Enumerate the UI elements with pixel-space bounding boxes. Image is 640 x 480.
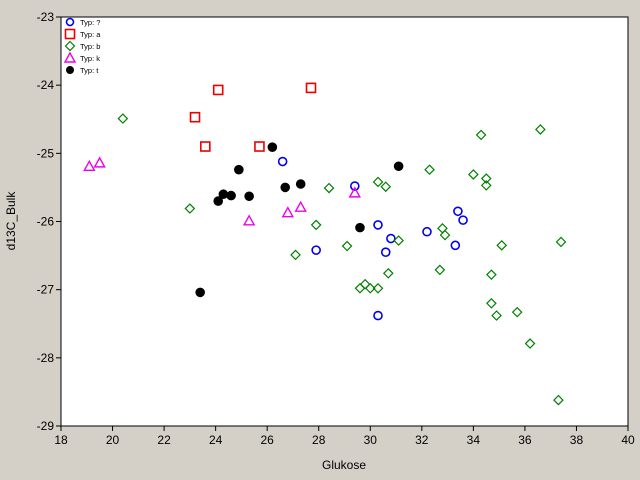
data-point-series-2 [480, 173, 492, 184]
y-tick-label: -29 [37, 419, 55, 433]
plot-area [60, 16, 629, 427]
data-point-series-2 [393, 235, 404, 246]
x-axis-title: Glukose [322, 458, 366, 472]
x-tick-label: 36 [518, 433, 532, 447]
data-point-series-0 [458, 215, 468, 225]
data-point-series-2 [475, 129, 487, 141]
data-point-series-2 [323, 182, 335, 194]
data-point-series-1 [254, 141, 265, 152]
data-point-series-0 [350, 181, 360, 191]
x-tick-label: 40 [621, 433, 635, 447]
x-tick-label: 28 [312, 433, 326, 447]
data-point-series-2 [555, 236, 567, 248]
data-point-series-0 [373, 310, 383, 321]
x-tick-label: 18 [54, 433, 68, 447]
data-point-series-2 [491, 310, 502, 321]
data-point-series-2 [486, 297, 497, 309]
data-point-series-2 [553, 394, 564, 406]
data-point-series-0 [380, 247, 391, 257]
data-point-series-2 [434, 264, 446, 276]
data-point-series-3 [348, 186, 361, 198]
legend-marker [64, 28, 76, 40]
data-point-series-2 [524, 338, 536, 349]
data-point-series-0 [453, 206, 463, 217]
data-point-series-4 [213, 196, 224, 206]
data-point-series-4 [393, 161, 404, 172]
data-point-series-4 [267, 142, 278, 152]
legend-marker [63, 51, 77, 63]
data-point-series-2 [480, 180, 492, 191]
data-point-series-0 [311, 245, 321, 255]
data-point-series-2 [511, 306, 523, 318]
legend: Typ: ? Typ: a Typ: b Typ: k Typ: t [63, 17, 101, 75]
data-point-series-4 [195, 287, 205, 298]
data-point-series-0 [373, 220, 383, 230]
legend-marker [64, 40, 76, 52]
y-tick-label: -24 [37, 78, 55, 92]
legend-label: Typ: ? [80, 18, 100, 27]
y-tick-label: -25 [37, 146, 55, 160]
x-tick-label: 38 [570, 433, 584, 447]
y-tick-label: -23 [37, 10, 55, 24]
data-point-series-2 [496, 240, 508, 251]
legend-marker [66, 66, 74, 74]
data-point-series-0 [277, 156, 288, 167]
data-point-series-1 [189, 111, 201, 123]
data-point-series-3 [83, 159, 96, 171]
x-tick-label: 26 [261, 433, 275, 447]
data-point-series-3 [93, 156, 106, 168]
data-point-series-2 [364, 282, 376, 294]
data-point-series-2 [359, 278, 371, 290]
legend-marker [65, 17, 75, 27]
data-point-series-0 [386, 233, 396, 244]
data-point-series-4 [355, 222, 365, 233]
x-tick-label: 24 [209, 433, 223, 447]
data-points [83, 82, 567, 406]
data-point-series-4 [234, 164, 244, 175]
data-point-series-2 [372, 282, 384, 294]
x-tick-label: 34 [467, 433, 481, 447]
legend-label: Typ: t [80, 66, 99, 75]
y-axis: -29 -28 -27 -26 -25 -24 -23 [37, 10, 61, 433]
data-point-series-2 [439, 229, 451, 241]
data-point-series-1 [212, 84, 224, 96]
data-point-series-0 [422, 226, 432, 237]
data-point-series-3 [242, 214, 256, 226]
data-point-series-2 [380, 181, 392, 193]
y-tick-label: -26 [37, 215, 55, 229]
data-point-series-4 [295, 179, 306, 189]
legend-label: Typ: k [80, 54, 100, 63]
y-axis-title: d13C_Bulk [4, 191, 18, 251]
x-tick-label: 22 [157, 433, 171, 447]
data-point-series-4 [218, 189, 229, 200]
x-axis: 18 20 22 24 26 28 30 32 34 36 38 40 [54, 426, 635, 447]
data-point-series-4 [244, 191, 254, 202]
data-point-series-0 [450, 240, 461, 251]
data-point-series-2 [341, 240, 353, 252]
data-point-series-2 [117, 113, 129, 124]
data-point-series-3 [294, 200, 307, 212]
data-point-series-2 [424, 164, 435, 176]
x-tick-label: 32 [415, 433, 429, 447]
data-point-series-3 [281, 206, 294, 218]
data-point-series-2 [486, 269, 497, 281]
data-point-series-2 [535, 124, 546, 135]
data-point-series-2 [184, 203, 196, 214]
data-point-series-1 [305, 82, 317, 94]
legend-label: Typ: b [80, 42, 100, 51]
data-point-series-4 [226, 190, 236, 201]
y-tick-label: -28 [37, 351, 55, 365]
x-tick-label: 30 [364, 433, 378, 447]
data-point-series-4 [280, 182, 291, 193]
data-point-series-2 [310, 219, 322, 231]
data-point-series-2 [290, 249, 301, 261]
x-tick-label: 20 [106, 433, 120, 447]
data-point-series-1 [200, 141, 211, 152]
data-point-series-2 [372, 176, 384, 188]
data-point-series-2 [468, 169, 479, 180]
legend-label: Typ: a [80, 30, 101, 39]
y-tick-label: -27 [37, 283, 55, 297]
data-point-series-2 [382, 267, 394, 279]
